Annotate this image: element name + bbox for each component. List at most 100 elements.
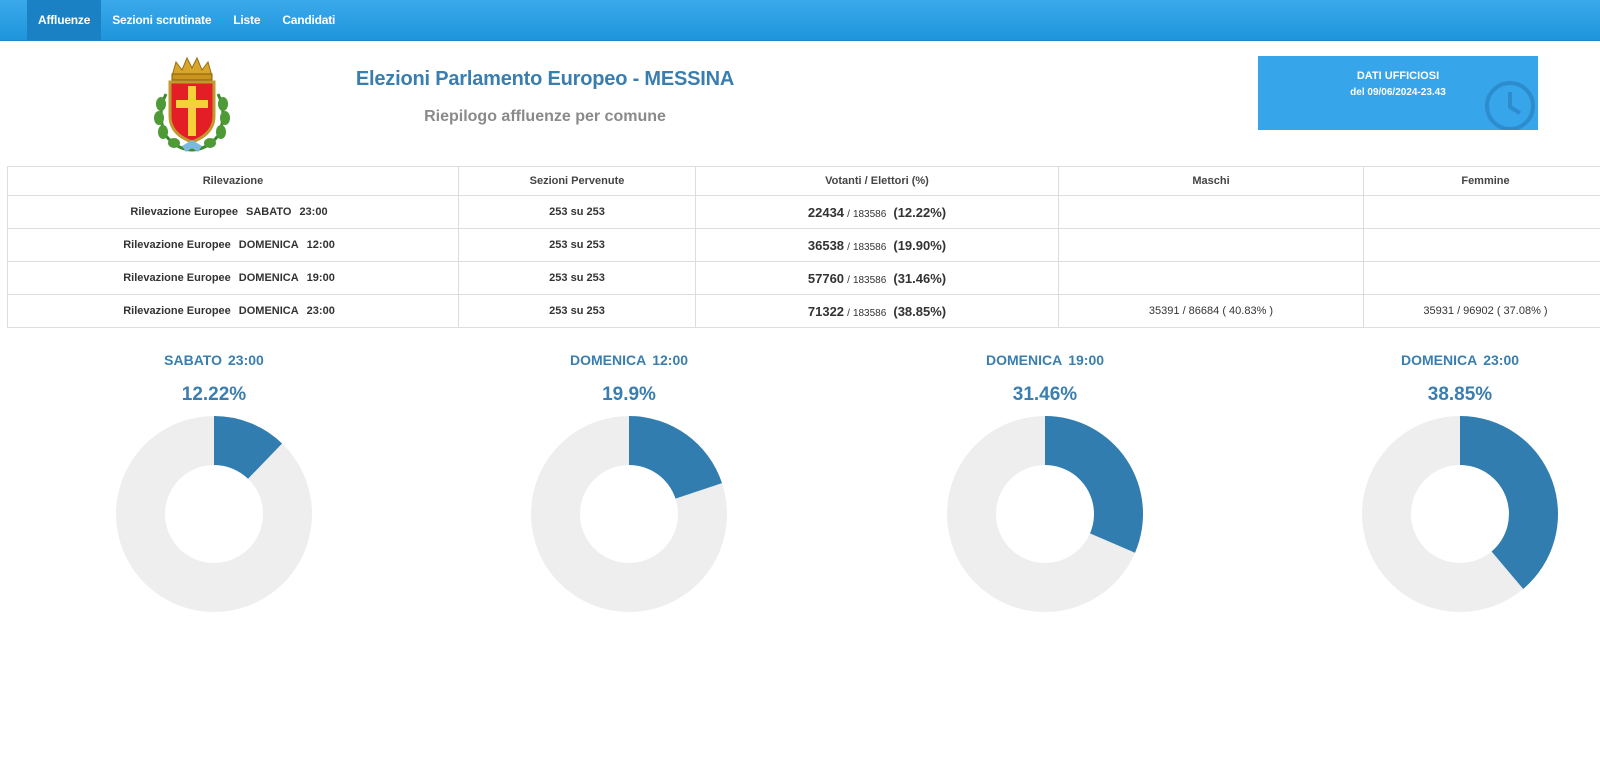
femmine-cell [1363,261,1600,295]
header-femmine: Femmine [1363,166,1600,196]
chart-time: 19:00 [1068,352,1105,368]
page-subtitle: Riepilogo affluenze per comune [424,108,666,125]
femmine-cell [1363,228,1600,262]
rilevazione-time: 23:00 [306,305,335,317]
femmine-cell: 35931 / 96902 ( 37.08% ) [1363,294,1600,328]
votanti-value: 36538 [807,237,845,253]
elettori-value: 183586 [852,241,887,253]
nav-item-candidati[interactable]: Candidati [282,13,336,27]
rilevazione-name: Rilevazione Europee [130,206,238,218]
official-data-box: DATI UFFICIOSI del 09/06/2024-23.43 [1258,56,1538,130]
chart-percentage: 12.22% [181,384,247,405]
votanti-value: 71322 [807,303,845,319]
chart-day: DOMENICA [985,352,1063,368]
nav-item-liste[interactable]: Liste [233,13,261,27]
table-row: Rilevazione Europee DOMENICA 23:00 253 su … [7,294,1600,328]
votanti-cell: 71322 / 183586 (38.85%) [695,294,1059,328]
chart-label: DOMENICA 19:00 [945,348,1145,372]
elettori-value: 183586 [852,208,887,220]
rilevazione-day: SABATO [246,206,292,218]
maschi-cell: 35391 / 86684 ( 40.83% ) [1058,294,1364,328]
official-data-timestamp: del 09/06/2024-23.43 [1350,87,1446,98]
chart-label: SABATO 23:00 [114,348,314,372]
nav-item-sezioni-scrutinate[interactable]: Sezioni scrutinate [112,13,212,27]
donut-turnout-slice [1460,416,1558,589]
sezioni-cell: 253 su 253 [458,294,696,328]
chart-time: 23:00 [1483,352,1520,368]
votanti-separator: / [847,241,850,253]
clock-icon [1485,81,1535,130]
donut-turnout-slice [629,416,723,499]
table-row: Rilevazione Europee DOMENICA 19:00 253 su … [7,261,1600,295]
elettori-value: 183586 [852,274,887,286]
donut-chart [947,416,1143,612]
votanti-separator: / [847,274,850,286]
donut-chart-panel: DOMENICA 12:00 19.9% [529,348,729,612]
rilevazione-name: Rilevazione Europee [123,239,231,251]
sezioni-cell: 253 su 253 [458,228,696,262]
rilevazione-name: Rilevazione Europee [123,305,231,317]
percentage-value: (12.22%) [893,204,947,220]
chart-label: DOMENICA 23:00 [1360,348,1560,372]
page-title: Elezioni Parlamento Europeo - MESSINA [355,68,735,90]
votanti-cell: 57760 / 183586 (31.46%) [695,261,1059,295]
rilevazione-link[interactable]: Rilevazione Europee DOMENICA 23:00 [7,294,459,328]
rilevazione-time: 19:00 [306,272,335,284]
donut-chart [116,416,312,612]
table-row: Rilevazione Europee SABATO 23:00 253 su 25… [7,195,1600,229]
header-votanti-elettori: Votanti / Elettori (%) [695,166,1059,196]
donut-chart [531,416,727,612]
table-row: Rilevazione Europee DOMENICA 12:00 253 su … [7,228,1600,262]
rilevazione-day: DOMENICA [238,239,299,251]
chart-day: SABATO [164,352,222,368]
votanti-separator: / [847,208,850,220]
chart-time: 12:00 [652,352,689,368]
votanti-value: 22434 [807,204,845,220]
sezioni-cell: 253 su 253 [458,261,696,295]
rilevazione-link[interactable]: Rilevazione Europee DOMENICA 12:00 [7,228,459,262]
chart-day: DOMENICA [1400,352,1478,368]
maschi-cell [1058,228,1364,262]
donut-turnout-slice [1045,416,1143,553]
nav-menu: Affluenze Sezioni scrutinate Liste Candi… [27,0,346,40]
votanti-cell: 36538 / 183586 (19.90%) [695,228,1059,262]
turnout-table: Rilevazione Sezioni Pervenute Votanti / … [7,166,1600,328]
chart-percentage: 38.85% [1427,384,1493,405]
rilevazione-link[interactable]: Rilevazione Europee DOMENICA 19:00 [7,261,459,295]
header-maschi: Maschi [1058,166,1364,196]
official-data-label: DATI UFFICIOSI [1356,70,1440,82]
rilevazione-day: DOMENICA [238,272,299,284]
elettori-value: 183586 [852,307,887,319]
maschi-cell [1058,195,1364,229]
nav-item-affluenze[interactable]: Affluenze [27,0,102,40]
votanti-cell: 22434 / 183586 (12.22%) [695,195,1059,229]
messina-coat-of-arms-icon [154,56,230,152]
rilevazione-name: Rilevazione Europee [123,272,231,284]
rilevazione-time: 23:00 [299,206,328,218]
sezioni-cell: 253 su 253 [458,195,696,229]
donut-chart-panel: DOMENICA 19:00 31.46% [945,348,1145,612]
maschi-cell [1058,261,1364,295]
donut-turnout-slice [214,416,283,479]
rilevazione-link[interactable]: Rilevazione Europee SABATO 23:00 [7,195,459,229]
chart-day: DOMENICA [569,352,647,368]
header-sezioni-pervenute: Sezioni Pervenute [458,166,696,196]
percentage-value: (31.46%) [893,270,947,286]
rilevazione-time: 12:00 [306,239,335,251]
rilevazione-day: DOMENICA [238,305,299,317]
percentage-value: (38.85%) [893,303,947,319]
femmine-cell [1363,195,1600,229]
chart-percentage: 19.9% [602,384,656,405]
donut-chart-panel: SABATO 23:00 12.22% [114,348,314,612]
percentage-value: (19.90%) [893,237,947,253]
header-rilevazione: Rilevazione [7,166,459,196]
donut-chart-panel: DOMENICA 23:00 38.85% [1360,348,1560,612]
votanti-separator: / [847,307,850,319]
votanti-value: 57760 [807,270,845,286]
chart-label: DOMENICA 12:00 [529,348,729,372]
top-navbar: Affluenze Sezioni scrutinate Liste Candi… [0,0,1600,41]
chart-time: 23:00 [228,352,264,368]
donut-chart [1362,416,1558,612]
chart-percentage: 31.46% [1012,384,1078,405]
table-header-row: Rilevazione Sezioni Pervenute Votanti / … [7,166,1600,196]
